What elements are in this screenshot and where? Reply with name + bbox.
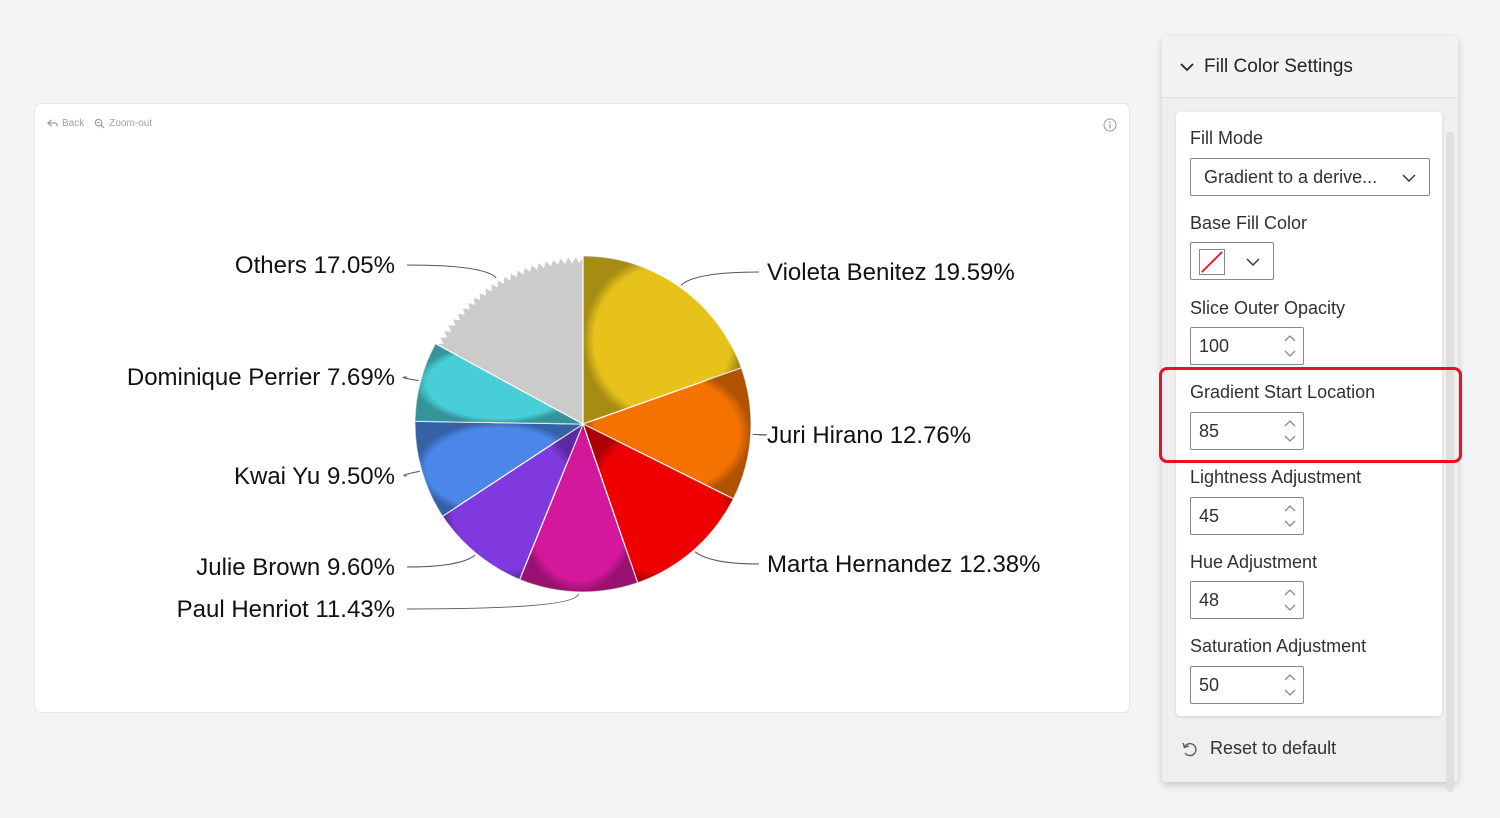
fill-mode-label: Fill Mode [1190,128,1264,148]
spin-arrows-icon[interactable] [1281,584,1299,616]
chart-toolbar: Back Zoom-out [47,118,152,129]
label-connector [406,593,579,610]
fill-color-settings-panel: Fill Color Settings Fill Mode Gradient t… [1162,36,1458,792]
label-connector [402,376,419,382]
reset-icon [1182,742,1197,756]
spin-arrows-icon[interactable] [1281,330,1299,362]
label-connector [406,554,476,568]
fill-mode-dropdown[interactable]: Gradient to a derive... [1190,158,1430,196]
spin-arrows-icon[interactable] [1281,500,1299,532]
magnifier-icon [94,118,105,129]
lightness-adjustment-input[interactable] [1191,498,1277,534]
gradient-start-location-label: Gradient Start Location [1190,382,1376,402]
slice-label: Others 17.05% [235,252,395,279]
lightness-adjustment-stepper[interactable] [1190,497,1304,535]
label-connector [403,470,420,477]
settings-group: Fill Mode Gradient to a derive... Base F… [1176,112,1442,716]
panel-header[interactable]: Fill Color Settings [1162,36,1458,98]
reset-to-default-button[interactable]: Reset to default [1180,738,1336,759]
zoom-out-label: Zoom-out [109,118,153,129]
reset-label: Reset to default [1210,738,1337,758]
back-label: Back [62,118,85,129]
slice-outer-opacity-stepper[interactable] [1190,327,1304,365]
no-color-swatch-icon [1199,249,1225,275]
chevron-down-icon [1180,62,1194,71]
pie-slice-others[interactable] [433,253,584,426]
lightness-adjustment-label: Lightness Adjustment [1190,467,1362,487]
base-fill-color-picker[interactable] [1190,242,1274,280]
chart-card: Back Zoom-out Violeta Benitez 19.59% Juri… [34,103,1130,713]
saturation-adjustment-label: Saturation Adjustment [1190,636,1367,656]
gradient-start-location-stepper[interactable] [1190,412,1304,450]
base-fill-color-label: Base Fill Color [1190,213,1308,233]
chevron-down-icon [1402,174,1416,182]
hue-adjustment-label: Hue Adjustment [1190,552,1318,572]
slice-label: Juri Hirano 12.76% [767,422,971,449]
label-connector [406,264,497,279]
info-icon[interactable] [1103,118,1117,132]
panel-title: Fill Color Settings [1204,55,1353,77]
slice-label: Julie Brown 9.60% [196,554,395,581]
hue-adjustment-input[interactable] [1191,582,1277,618]
hue-adjustment-stepper[interactable] [1190,581,1304,619]
spin-arrows-icon[interactable] [1281,669,1299,701]
slice-label: Dominique Perrier 7.69% [127,364,395,391]
panel-scrollbar[interactable] [1446,132,1454,792]
chevron-down-icon [1246,258,1260,266]
slice-outer-opacity-input[interactable] [1191,328,1277,364]
saturation-adjustment-input[interactable] [1191,667,1277,703]
slice-label: Violeta Benitez 19.59% [767,259,1015,286]
slice-outer-opacity-label: Slice Outer Opacity [1190,298,1346,318]
gradient-start-location-input[interactable] [1191,413,1277,449]
slice-label: Paul Henriot 11.43% [177,596,395,623]
label-connector [680,271,760,286]
slice-label: Kwai Yu 9.50% [234,463,395,490]
spin-arrows-icon[interactable] [1281,415,1299,447]
pie-chart: Violeta Benitez 19.59% Juri Hirano 12.76%… [127,252,1041,623]
zoom-out-button[interactable]: Zoom-out [94,118,152,129]
saturation-adjustment-stepper[interactable] [1190,666,1304,704]
slice-label: Marta Hernandez 12.38% [767,551,1041,578]
label-connector [752,433,767,436]
fill-mode-value: Gradient to a derive... [1204,166,1378,187]
label-connector [694,551,760,565]
back-button[interactable]: Back [47,118,84,129]
back-arrow-icon [47,119,58,127]
